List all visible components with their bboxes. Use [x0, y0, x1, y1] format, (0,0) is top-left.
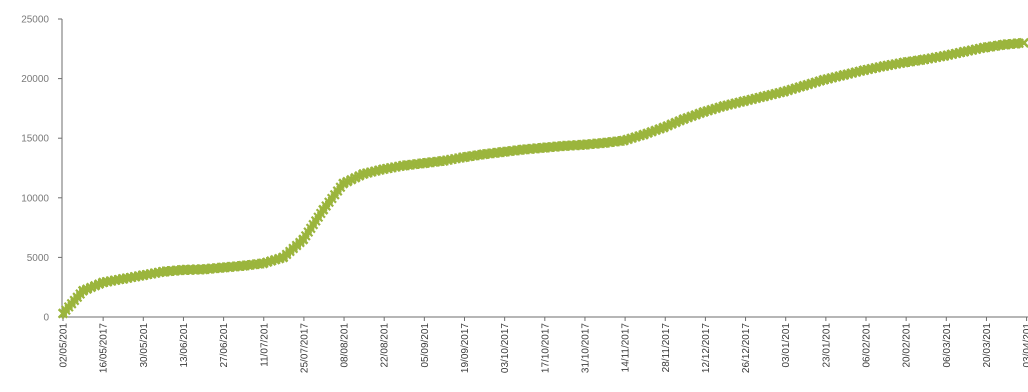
x-tick-label: 25/07/2017	[299, 323, 310, 373]
x-tick-label: 11/07/201	[259, 323, 270, 367]
x-tick-label: 03/04/201	[1022, 323, 1028, 368]
x-tick-label: 31/10/2017	[580, 323, 591, 373]
data-point	[658, 122, 669, 133]
data-point	[498, 146, 509, 158]
y-tick-label: 0	[43, 313, 49, 324]
x-tick-label: 28/11/2017	[661, 323, 672, 373]
y-axis: 0 5000 10000 15000 20000 25000	[21, 15, 63, 324]
x-tick-label: 06/02/201	[862, 323, 873, 368]
x-tick-label: 05/09/201	[420, 323, 431, 368]
data-point	[238, 260, 249, 271]
data-point	[598, 137, 609, 149]
x-tick-label: 17/10/2017	[540, 323, 551, 373]
data-point	[638, 129, 649, 140]
data-point	[958, 46, 970, 57]
data-point	[978, 42, 990, 53]
x-tick-label: 06/03/201	[942, 323, 953, 368]
data-point	[1018, 37, 1028, 48]
data-point	[858, 65, 869, 76]
data-point	[678, 114, 689, 125]
x-tick-label: 08/08/201	[340, 323, 351, 368]
data-point	[478, 149, 489, 160]
data-point	[998, 39, 1010, 50]
x-tick-label: 20/02/201	[902, 323, 913, 368]
x-tick-label: 20/03/201	[982, 323, 993, 368]
y-tick-label: 15000	[21, 134, 49, 145]
data-point	[818, 74, 829, 85]
x-tick-label: 14/11/2017	[621, 323, 632, 373]
x-tick-label: 23/01/201	[821, 323, 832, 368]
data-point	[918, 54, 930, 65]
data-point	[198, 264, 209, 275]
data-point	[738, 96, 749, 107]
data-point	[898, 57, 909, 68]
series-marker-texture	[58, 38, 1024, 319]
data-point	[878, 60, 889, 72]
data-point	[418, 158, 429, 169]
data-point	[558, 140, 569, 152]
x-tick-label: 02/05/201	[59, 323, 70, 368]
data-point	[258, 258, 269, 269]
data-point	[298, 234, 309, 245]
x-tick-label: 12/12/2017	[701, 323, 712, 373]
data-point	[218, 262, 229, 273]
data-point	[57, 308, 69, 319]
data-point	[117, 273, 129, 284]
data-point	[358, 168, 369, 180]
data-point	[278, 252, 289, 263]
data-point	[798, 80, 809, 91]
data-point	[318, 204, 329, 215]
data-point	[458, 152, 469, 163]
data-point	[718, 100, 729, 112]
y-tick-label: 5000	[27, 253, 50, 264]
data-point	[178, 264, 189, 276]
data-point	[137, 270, 149, 281]
series-layer	[57, 37, 1028, 319]
data-point	[618, 135, 629, 146]
data-point	[578, 139, 589, 150]
data-point	[157, 266, 169, 277]
y-tick-label: 25000	[21, 15, 49, 26]
x-tick-label: 19/09/2017	[460, 323, 471, 373]
x-tick-label: 03/10/2017	[500, 323, 511, 373]
data-point	[398, 160, 409, 171]
data-point	[97, 277, 109, 288]
data-point	[518, 144, 529, 155]
data-point	[698, 106, 709, 118]
x-axis: 02/05/201 16/05/2017 30/05/201 13/06/201 27/…	[59, 316, 1028, 373]
x-tick-label: 03/01/201	[781, 323, 792, 368]
data-point	[338, 178, 349, 189]
data-point	[77, 285, 89, 296]
x-tick-label: 13/06/201	[179, 323, 190, 368]
data-point	[838, 69, 849, 81]
data-point	[378, 164, 389, 175]
y-tick-label: 20000	[21, 74, 49, 85]
y-tick-label: 10000	[21, 193, 49, 204]
data-point	[538, 142, 549, 153]
x-tick-label: 26/12/2017	[741, 323, 752, 373]
data-point	[438, 155, 449, 166]
x-tick-label: 16/05/2017	[99, 323, 110, 373]
data-point	[778, 86, 789, 97]
x-tick-label: 22/08/201	[380, 323, 391, 368]
x-tick-label: 30/05/201	[139, 323, 150, 368]
data-point	[758, 91, 769, 102]
data-point	[938, 50, 950, 62]
x-tick-label: 27/06/201	[219, 323, 230, 368]
